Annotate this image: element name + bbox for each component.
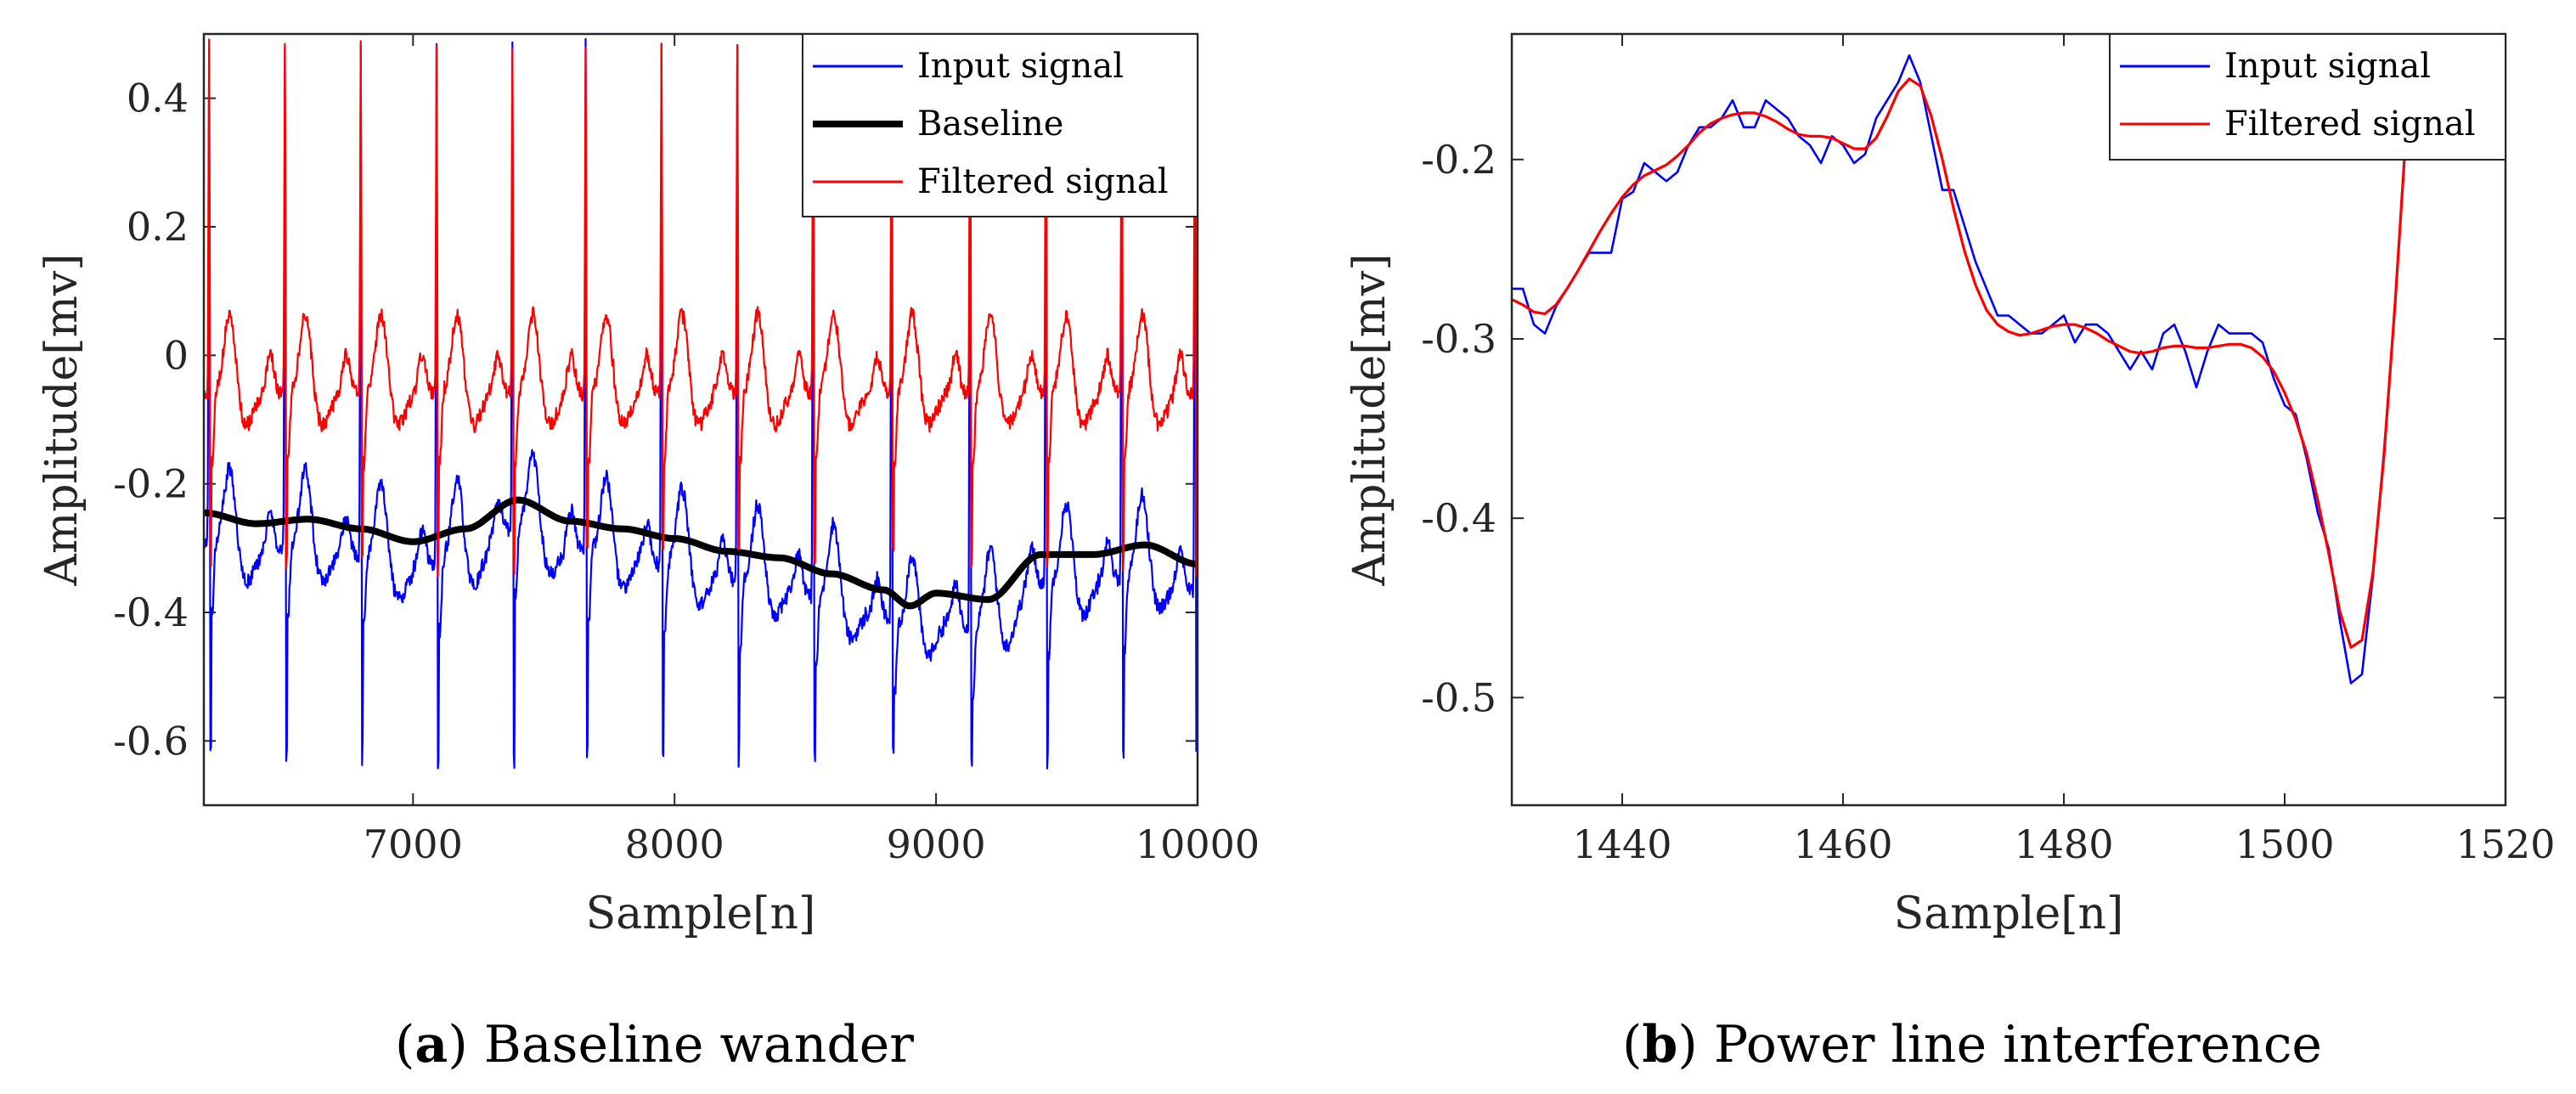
legend-box-a (802, 33, 1198, 217)
x-tick-label-b: 1460 (1793, 821, 1892, 867)
series-input-signal-b (1512, 54, 2408, 685)
x-tick-label-b: 1500 (2235, 821, 2334, 867)
chart-panel-b: 1440 1460 1480 1500 1520 -0.5 -0.4 -0.3 -0.2 Samp… (1344, 32, 2556, 939)
x-tick-label-a: 7000 (364, 821, 463, 867)
series-filtered-signal-a (204, 37, 1198, 578)
y-axis-label-b: Amplitude[mv] (1344, 253, 1395, 586)
legend-label-a: Filtered signal (917, 162, 1169, 201)
caption-b-text: Power line interference (1713, 1015, 2322, 1074)
axes-frame-a (202, 32, 1199, 807)
x-tick-label-a: 8000 (625, 821, 724, 867)
legend-box-b (2109, 33, 2506, 161)
y-tick-label-a: -0.2 (113, 461, 189, 507)
x-tick-label-b: 1480 (2014, 821, 2113, 867)
y-tick-label-a: 0.2 (127, 204, 189, 250)
y-tick-label-b: -0.2 (1421, 137, 1497, 183)
y-tick-label-a: -0.4 (113, 589, 189, 635)
x-tick-label-a: 9000 (887, 821, 986, 867)
legend-label-b: Input signal (2224, 47, 2431, 86)
series-input-signal-a (204, 37, 1198, 770)
y-tick-label-a: 0 (164, 332, 189, 378)
axes-frame-b (1510, 32, 2507, 807)
y-tick-label-b: -0.4 (1421, 495, 1497, 541)
legend-label-b: Filtered signal (2224, 104, 2476, 144)
caption-b: (b) Power line interference (1622, 1015, 2322, 1074)
caption-b-tag: b (1642, 1015, 1678, 1074)
x-tick-label-b: 1440 (1572, 821, 1671, 867)
y-tick-label-b: -0.5 (1421, 674, 1497, 720)
legend-label-a: Input signal (917, 47, 1124, 86)
x-axis-label-b: Sample[n] (1894, 888, 2124, 939)
y-tick-label-b: -0.3 (1421, 316, 1497, 362)
legend-label-a: Baseline (917, 104, 1063, 144)
caption-a: (a) Baseline wander (395, 1015, 914, 1074)
caption-a-tag: a (414, 1015, 448, 1074)
plot-area-b (1512, 34, 2506, 805)
series-baseline-a (204, 496, 1198, 610)
plot-clip-b (1512, 54, 2408, 685)
y-axis-label-a: Amplitude[mv] (37, 253, 87, 586)
plot-clip-a (204, 37, 1198, 770)
y-tick-label-a: 0.4 (127, 76, 189, 121)
chart-panel-a: 7000 8000 9000 10000 -0.6 -0.4 -0.2 0 0.2 0.4 Samp… (37, 32, 1260, 939)
x-axis-label-a: Sample[n] (586, 888, 816, 939)
y-tick-label-a: -0.6 (113, 718, 189, 764)
series-filtered-signal-b (1512, 77, 2408, 649)
caption-a-text: Baseline wander (483, 1015, 914, 1074)
x-tick-label-b: 1520 (2455, 821, 2555, 867)
x-tick-label-a: 10000 (1136, 821, 1260, 867)
